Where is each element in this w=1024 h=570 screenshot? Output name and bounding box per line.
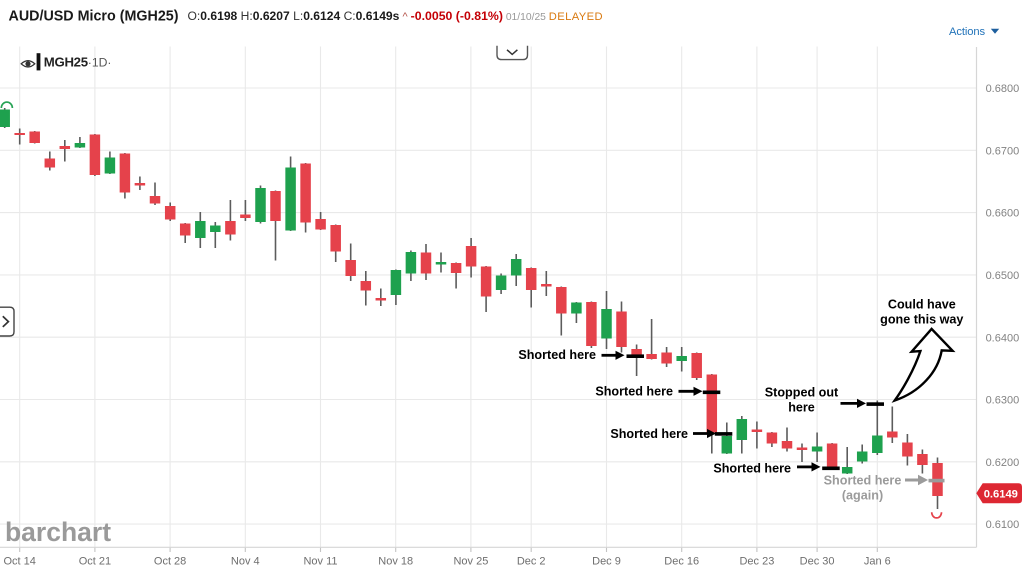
svg-text:Oct 28: Oct 28	[154, 556, 186, 568]
svg-text:AUD/USD Micro (MGH25): AUD/USD Micro (MGH25)	[9, 9, 179, 25]
svg-text:Nov 4: Nov 4	[231, 556, 260, 568]
svg-text:Shorted here: Shorted here	[824, 474, 902, 488]
svg-text:Nov 11: Nov 11	[303, 556, 337, 568]
svg-text:Shorted here: Shorted here	[595, 385, 673, 399]
svg-text:barchart: barchart	[5, 517, 111, 547]
svg-text:0.6149: 0.6149	[984, 489, 1018, 501]
svg-text:Shorted here: Shorted here	[610, 427, 688, 441]
svg-text:here: here	[788, 401, 815, 415]
svg-text:Stopped out: Stopped out	[765, 386, 839, 400]
svg-text:0.6700: 0.6700	[986, 145, 1020, 157]
svg-text:Dec 30: Dec 30	[800, 556, 835, 568]
svg-text:Dec 2: Dec 2	[517, 556, 546, 568]
svg-text:Nov 25: Nov 25	[453, 556, 488, 568]
svg-text:MGH25: MGH25	[44, 55, 88, 70]
svg-text:Actions: Actions	[949, 26, 985, 38]
svg-text:Oct 21: Oct 21	[79, 556, 111, 568]
svg-text:Dec 9: Dec 9	[592, 556, 621, 568]
svg-text:Shorted here: Shorted here	[518, 348, 596, 362]
svg-text:Could have: Could have	[888, 298, 956, 312]
svg-text:0.6300: 0.6300	[986, 395, 1020, 407]
svg-text:Dec 23: Dec 23	[739, 556, 774, 568]
svg-text:0.6400: 0.6400	[986, 332, 1020, 344]
svg-text:Oct 14: Oct 14	[3, 556, 35, 568]
svg-text:(again): (again)	[842, 489, 883, 503]
svg-text:Dec 16: Dec 16	[664, 556, 699, 568]
svg-text:O:0.6198 H:0.6207 L:0.6124 C:0: O:0.6198 H:0.6207 L:0.6124 C:0.6149s ^ -…	[188, 9, 603, 23]
svg-text:·1D·: ·1D·	[88, 55, 112, 69]
svg-text:0.6800: 0.6800	[986, 83, 1020, 95]
svg-text:0.6600: 0.6600	[986, 208, 1020, 220]
svg-text:Nov 18: Nov 18	[378, 556, 413, 568]
svg-text:0.6100: 0.6100	[986, 519, 1020, 531]
svg-text:Shorted here: Shorted here	[713, 462, 791, 476]
svg-text:0.6200: 0.6200	[986, 457, 1020, 469]
svg-text:gone this way: gone this way	[880, 313, 963, 327]
svg-text:Jan 6: Jan 6	[864, 556, 891, 568]
svg-text:0.6500: 0.6500	[986, 270, 1020, 282]
